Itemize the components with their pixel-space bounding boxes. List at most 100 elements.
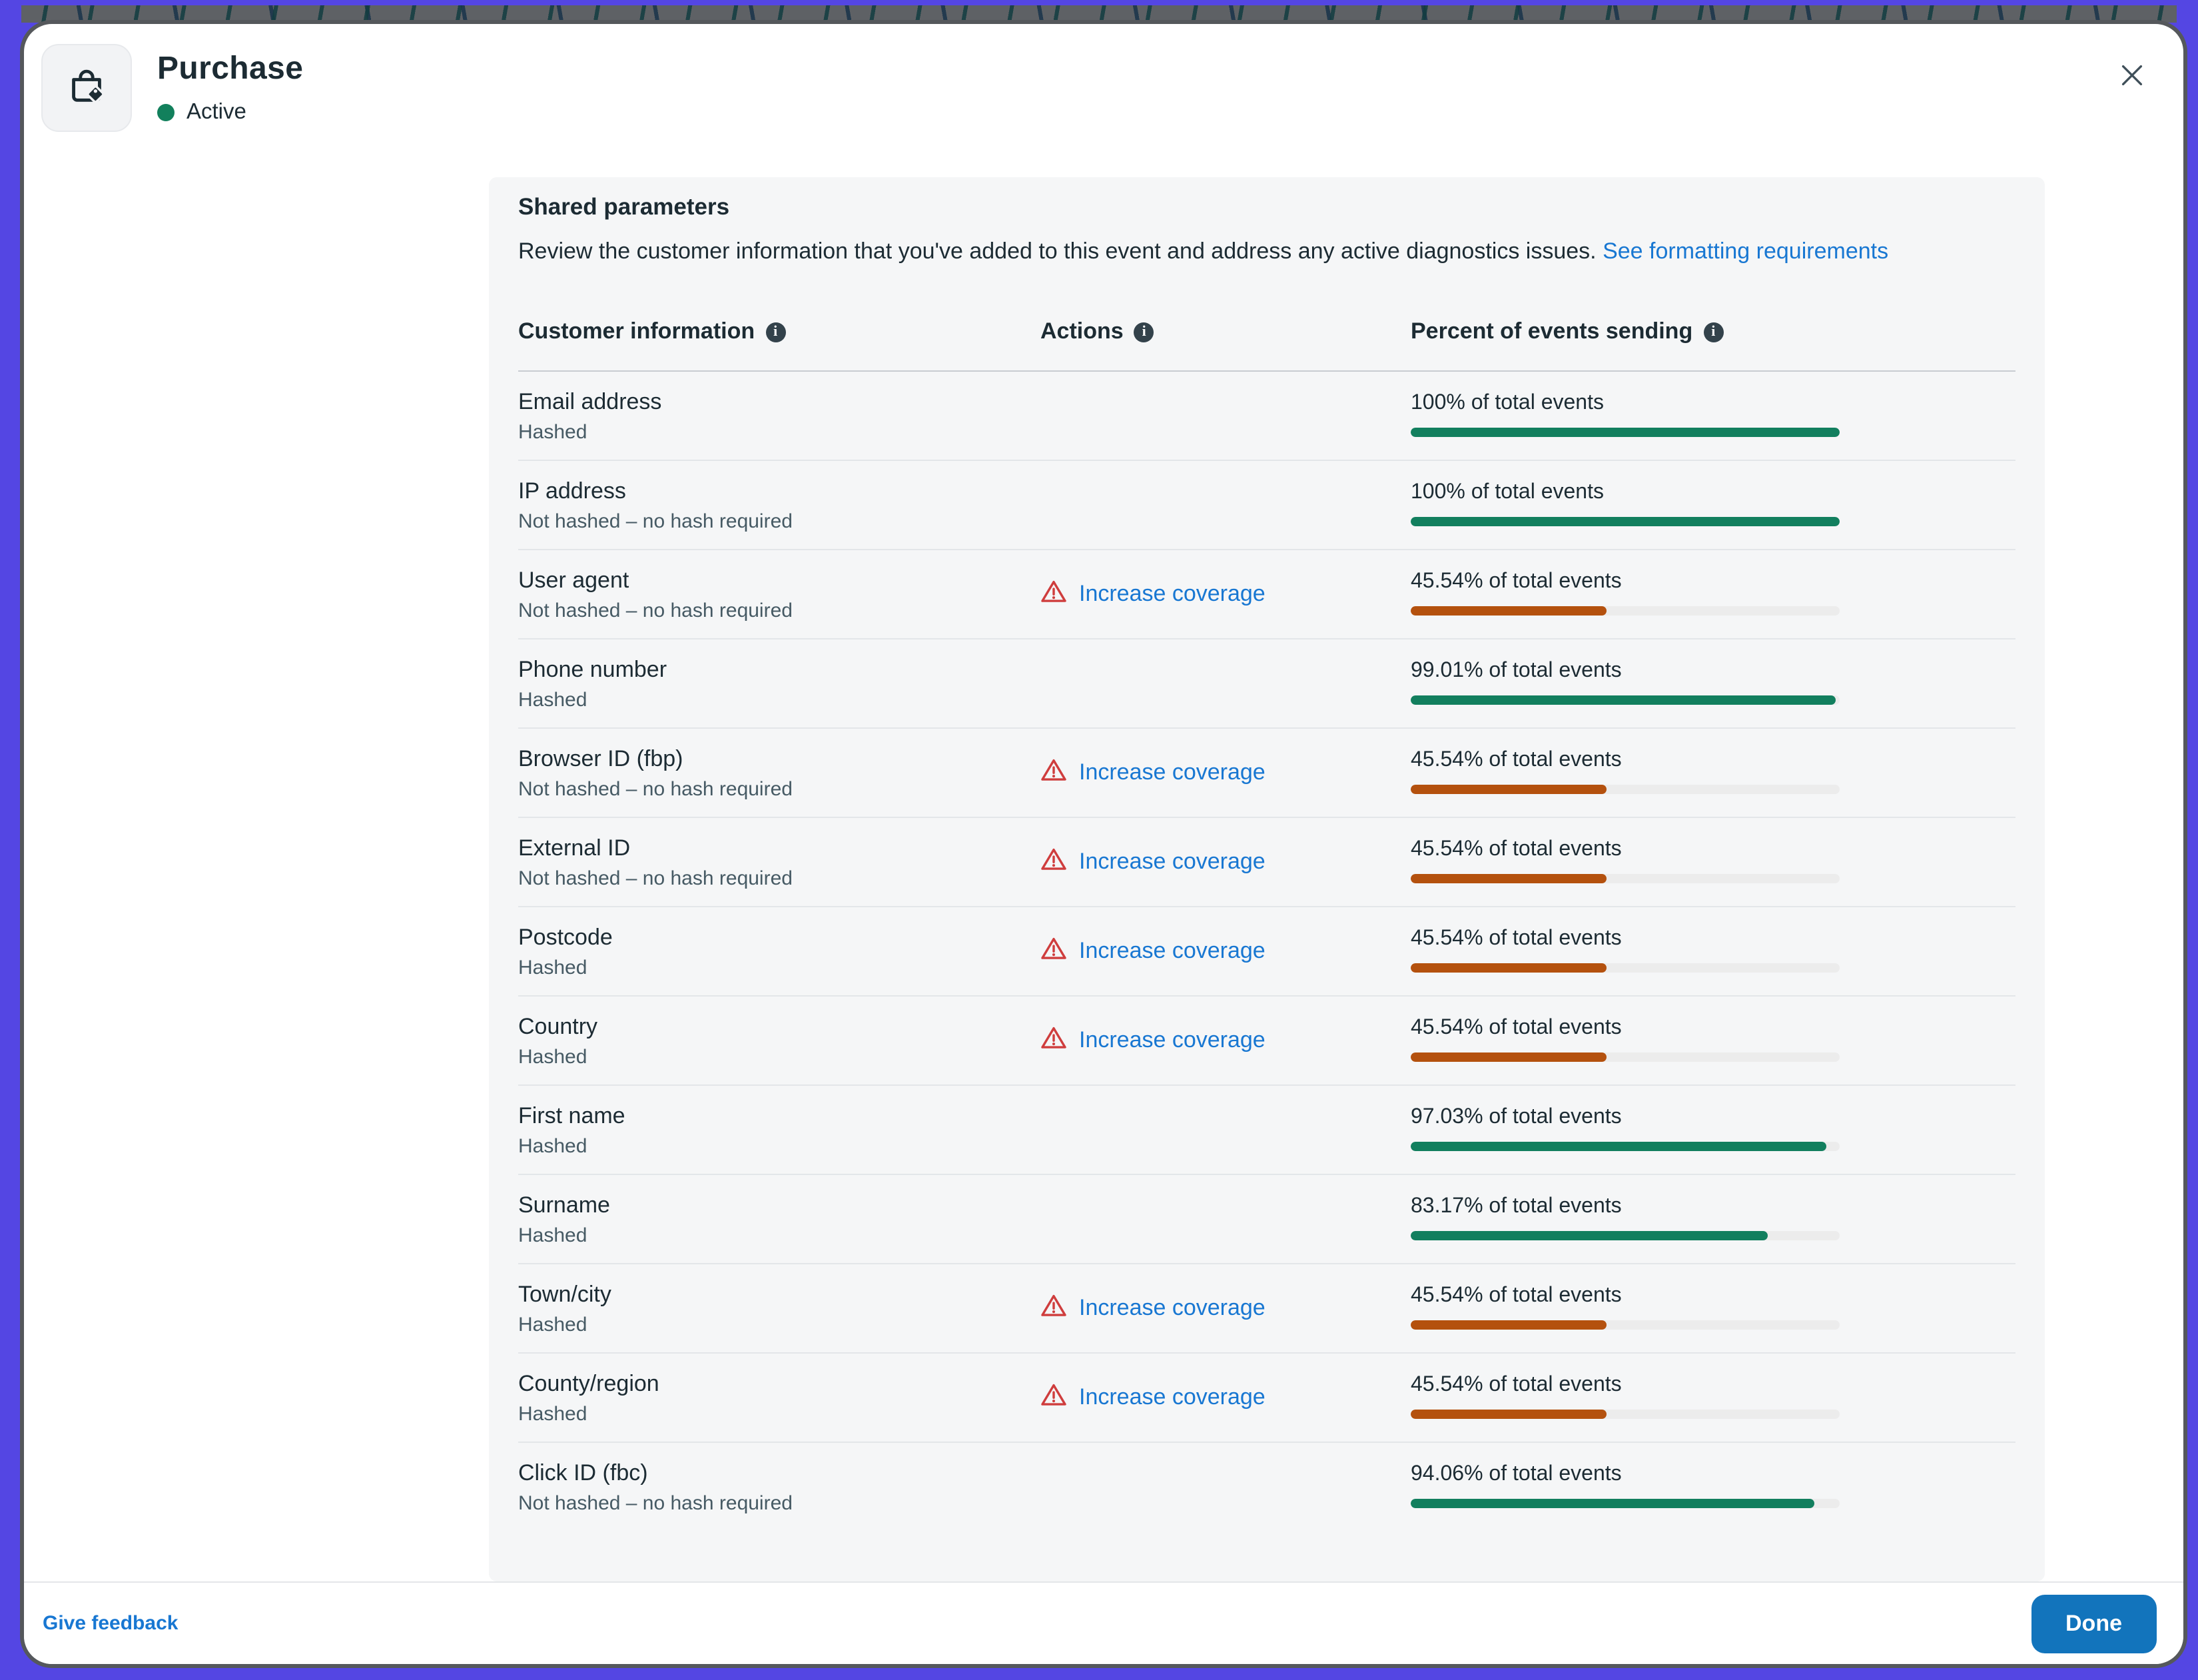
parameter-name: Country (518, 1014, 598, 1039)
progress-bar-fill (1411, 1231, 1768, 1240)
event-icon-box (41, 44, 132, 132)
percent-label: 83.17% of total events (1411, 1195, 1622, 1218)
progress-bar-track (1411, 1142, 1840, 1151)
progress-bar-fill (1411, 428, 1840, 437)
close-button[interactable] (2114, 61, 2149, 96)
parameter-name: County/region (518, 1371, 659, 1396)
percent-label: 97.03% of total events (1411, 1106, 1622, 1128)
percent-label: 45.54% of total events (1411, 1284, 1622, 1307)
page-title: Purchase (157, 51, 304, 87)
percent-cell: 45.54% of total events (1411, 997, 2015, 1084)
info-icon[interactable]: i (1703, 322, 1724, 342)
parameter-hash-status: Hashed (518, 1403, 587, 1426)
actions-cell: Increase coverage (1040, 997, 1411, 1084)
parameter-hash-status: Not hashed – no hash required (518, 600, 793, 622)
percent-label: 45.54% of total events (1411, 1017, 1622, 1039)
warning-triangle-icon (1040, 1293, 1067, 1324)
actions-cell: Increase coverage (1040, 818, 1411, 906)
warning-triangle-icon (1040, 579, 1067, 610)
progress-bar-track (1411, 1320, 1840, 1330)
table-row: Email address Hashed 100% of total event… (518, 372, 2015, 461)
parameter-name: Click ID (fbc) (518, 1460, 648, 1485)
section-description-text: Review the customer information that you… (518, 238, 1597, 264)
progress-bar-fill (1411, 785, 1607, 794)
progress-bar-fill (1411, 606, 1607, 616)
increase-coverage-link[interactable]: Increase coverage (1079, 1027, 1266, 1052)
event-details-modal: Purchase Active Shared parameters Review… (20, 20, 2187, 1668)
increase-coverage-link[interactable]: Increase coverage (1079, 1295, 1266, 1320)
column-header-customer-information: Customer information i (518, 318, 1040, 345)
parameter-hash-status: Hashed (518, 1224, 587, 1247)
column-header-percent-of-events-sending: Percent of events sending i (1411, 318, 2015, 345)
increase-coverage-link[interactable]: Increase coverage (1079, 759, 1266, 785)
customer-information-cell: County/region Hashed (518, 1354, 1040, 1442)
increase-coverage-link[interactable]: Increase coverage (1079, 938, 1266, 963)
progress-bar-track (1411, 1499, 1840, 1508)
parameter-hash-status: Not hashed – no hash required (518, 778, 793, 801)
parameter-name: Town/city (518, 1282, 611, 1307)
parameter-hash-status: Hashed (518, 689, 587, 711)
percent-cell: 97.03% of total events (1411, 1086, 2015, 1174)
progress-bar-fill (1411, 1320, 1607, 1330)
table-row: External ID Not hashed – no hash require… (518, 818, 2015, 907)
parameter-hash-status: Not hashed – no hash required (518, 867, 793, 890)
parameter-name: Surname (518, 1192, 610, 1218)
percent-cell: 45.54% of total events (1411, 1354, 2015, 1442)
actions-cell: Increase coverage (1040, 907, 1411, 995)
table-row: Phone number Hashed 99.01% of total even… (518, 639, 2015, 729)
parameter-hash-status: Hashed (518, 957, 587, 979)
table-row: County/region Hashed Increase coverage 4… (518, 1354, 2015, 1443)
percent-cell: 45.54% of total events (1411, 818, 2015, 906)
percent-cell: 45.54% of total events (1411, 550, 2015, 638)
warning-triangle-icon (1040, 847, 1067, 877)
info-icon[interactable]: i (765, 322, 786, 342)
customer-information-cell: Email address Hashed (518, 372, 1040, 460)
parameter-name: External ID (518, 835, 631, 861)
parameter-hash-status: Hashed (518, 1314, 587, 1336)
table-row: Browser ID (fbp) Not hashed – no hash re… (518, 729, 2015, 818)
percent-label: 45.54% of total events (1411, 927, 1622, 950)
percent-cell: 45.54% of total events (1411, 1264, 2015, 1352)
actions-cell (1040, 461, 1411, 549)
increase-coverage-link[interactable]: Increase coverage (1079, 1384, 1266, 1410)
percent-label: 45.54% of total events (1411, 749, 1622, 771)
progress-bar-track (1411, 695, 1840, 705)
table-row: Town/city Hashed Increase coverage 45.54… (518, 1264, 2015, 1354)
parameter-name: Browser ID (fbp) (518, 746, 683, 771)
percent-cell: 100% of total events (1411, 372, 2015, 460)
see-formatting-requirements-link[interactable]: See formatting requirements (1603, 238, 1889, 264)
increase-coverage-link[interactable]: Increase coverage (1079, 849, 1266, 874)
customer-information-cell: User agent Not hashed – no hash required (518, 550, 1040, 638)
background-page-strip (21, 5, 2177, 23)
percent-cell: 94.06% of total events (1411, 1443, 2015, 1532)
parameter-hash-status: Not hashed – no hash required (518, 510, 793, 533)
parameter-hash-status: Hashed (518, 1046, 587, 1068)
table-row: Click ID (fbc) Not hashed – no hash requ… (518, 1443, 2015, 1532)
info-icon[interactable]: i (1134, 322, 1154, 342)
actions-cell (1040, 372, 1411, 460)
progress-bar-track (1411, 606, 1840, 616)
increase-coverage-link[interactable]: Increase coverage (1079, 581, 1266, 606)
progress-bar-track (1411, 517, 1840, 526)
percent-label: 94.06% of total events (1411, 1463, 1622, 1485)
warning-triangle-icon (1040, 1382, 1067, 1413)
parameter-name: Email address (518, 389, 662, 414)
progress-bar-fill (1411, 517, 1840, 526)
actions-cell (1040, 1175, 1411, 1263)
actions-cell (1040, 639, 1411, 727)
parameter-hash-status: Hashed (518, 421, 587, 444)
table-row: IP address Not hashed – no hash required… (518, 461, 2015, 550)
section-heading: Shared parameters (518, 193, 730, 220)
progress-bar-fill (1411, 1142, 1827, 1151)
give-feedback-link[interactable]: Give feedback (43, 1612, 179, 1635)
customer-information-cell: External ID Not hashed – no hash require… (518, 818, 1040, 906)
actions-cell: Increase coverage (1040, 729, 1411, 817)
column-label: Actions (1040, 318, 1124, 344)
done-button[interactable]: Done (2031, 1594, 2157, 1653)
progress-bar-track (1411, 963, 1840, 973)
parameter-hash-status: Hashed (518, 1135, 587, 1158)
parameter-name: Postcode (518, 925, 613, 950)
progress-bar-track (1411, 1231, 1840, 1240)
percent-label: 99.01% of total events (1411, 659, 1622, 682)
progress-bar-fill (1411, 963, 1607, 973)
